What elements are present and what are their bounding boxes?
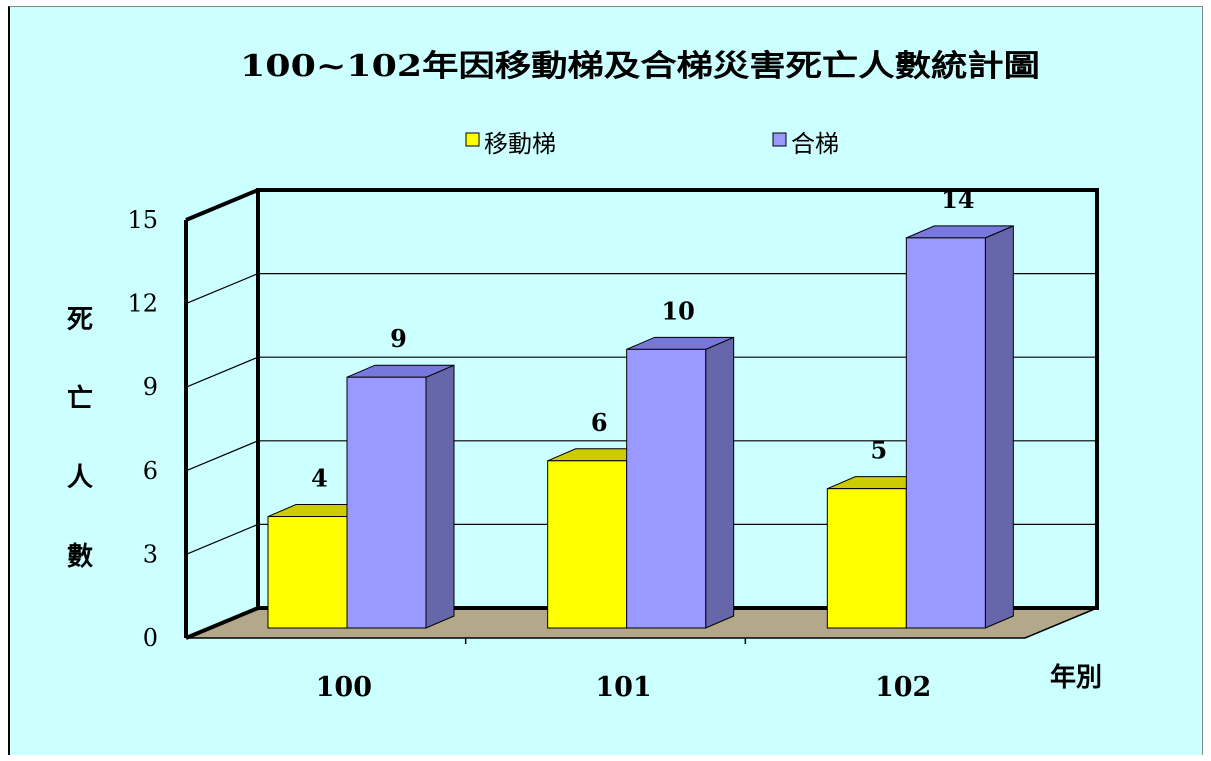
data-label-合梯-100: 9	[390, 324, 407, 353]
bar-合梯-101	[626, 348, 707, 629]
bar-合梯-102	[905, 237, 986, 629]
bar-side-合梯-101	[705, 336, 735, 629]
y-axis-label: 死亡人數	[67, 305, 93, 572]
x-tick-label-100: 100	[316, 672, 372, 703]
bar-side-合梯-102	[984, 225, 1014, 629]
x-tick-label-101: 101	[595, 672, 651, 703]
y-tick-label: 6	[143, 457, 158, 485]
gridline-side	[185, 356, 259, 388]
chart-title: 100~102年因移動梯及合梯災害死亡人數統計圖	[240, 49, 1040, 84]
data-label-合梯-102: 14	[941, 185, 974, 214]
bar-移動梯-101	[547, 460, 628, 629]
legend-swatch-series-0	[465, 132, 480, 147]
data-label-合梯-101: 10	[661, 296, 694, 325]
legend-label-series-1: 合梯	[791, 130, 839, 158]
data-label-移動梯-100: 4	[311, 464, 328, 493]
legend-swatch-series-1	[772, 132, 787, 147]
legend: 移動梯 合梯	[465, 130, 839, 158]
side-wall-bottom	[185, 606, 259, 640]
y-tick-label: 3	[143, 540, 158, 568]
floor-right-edge	[1024, 607, 1098, 639]
y-tick-label: 0	[143, 624, 158, 652]
y-tick-label: 12	[127, 290, 158, 318]
bar-side-合梯-100	[425, 364, 455, 629]
data-label-移動梯-102: 5	[870, 436, 887, 465]
plot-area: 0 3 6 9 12 15 4 9 100 6 10 101 5 14 102	[127, 185, 1099, 703]
bar-合梯-100	[346, 376, 427, 629]
y-tick-label: 9	[143, 373, 158, 401]
bar-移動梯-102	[826, 488, 907, 629]
x-axis-label: 年別	[1050, 662, 1102, 693]
gridline-side	[185, 523, 259, 555]
side-wall-top	[185, 188, 259, 222]
gridline-side	[185, 440, 259, 472]
y-tick-label: 15	[127, 206, 158, 234]
legend-label-series-0: 移動梯	[484, 130, 556, 158]
bar-移動梯-100	[267, 516, 348, 629]
gridline-side	[185, 273, 259, 305]
data-label-移動梯-101: 6	[591, 408, 608, 437]
x-tick-label-102: 102	[875, 672, 931, 703]
